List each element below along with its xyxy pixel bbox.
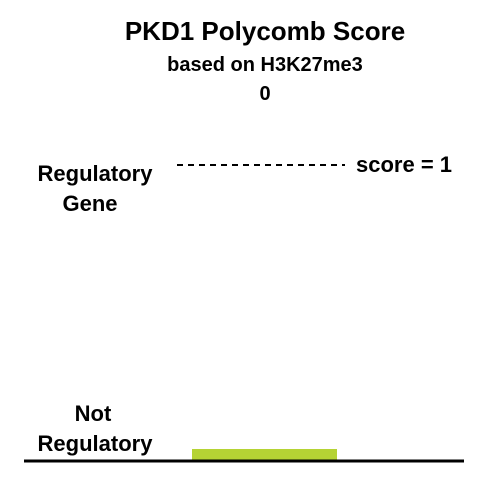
chart-title: PKD1 Polycomb Score — [125, 16, 405, 46]
chart-subtitle: based on H3K27me3 — [167, 54, 363, 76]
score-bar — [192, 449, 337, 461]
y-label-top-line2: Gene — [62, 191, 117, 216]
y-label-bottom-line1: Not — [75, 401, 112, 426]
score-value-label: 0 — [259, 83, 270, 105]
reference-line-label: score = 1 — [356, 152, 452, 177]
y-label-bottom-line2: Regulatory — [38, 431, 154, 456]
y-label-top-line1: Regulatory — [38, 161, 154, 186]
